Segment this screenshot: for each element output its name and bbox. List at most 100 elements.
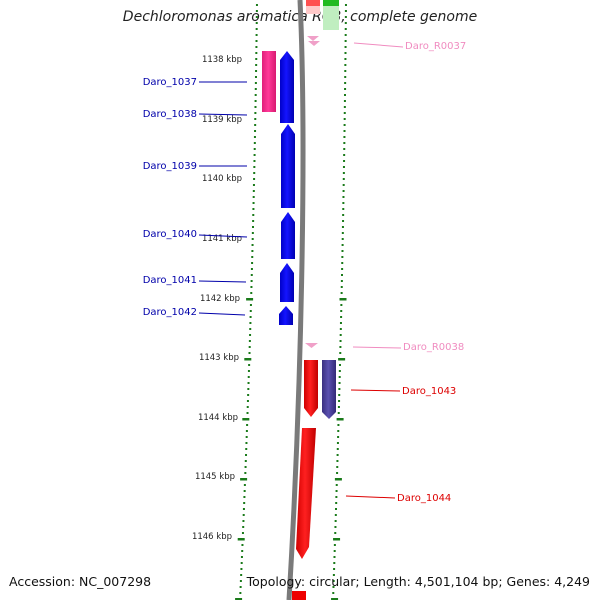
gene-label-daro-1038[interactable]: Daro_1038 xyxy=(143,109,197,120)
ruler-tick-label: 1142 kbp xyxy=(200,294,240,304)
ruler-minor-tick xyxy=(255,58,258,60)
ruler-minor-tick xyxy=(344,64,347,66)
ruler-minor-tick xyxy=(253,178,256,180)
gene-label-daro-1040[interactable]: Daro_1040 xyxy=(143,229,197,240)
ruler-minor-tick xyxy=(255,22,258,24)
ruler-minor-tick xyxy=(337,436,340,438)
ruler-minor-tick xyxy=(255,64,258,66)
ruler-minor-tick xyxy=(247,376,250,378)
ruler-minor-tick xyxy=(251,244,254,246)
ruler-minor-tick xyxy=(337,424,340,426)
ruler-minor-tick xyxy=(254,88,257,90)
ruler-minor-tick xyxy=(254,82,257,84)
ruler-minor-tick xyxy=(239,592,242,594)
ruler-minor-tick xyxy=(336,472,339,474)
ruler-minor-tick xyxy=(247,382,250,384)
gene-label-daro-1044[interactable]: Daro_1044 xyxy=(397,493,451,504)
ruler-minor-tick xyxy=(341,268,344,270)
ruler-tick-label: 1145 kbp xyxy=(195,472,235,482)
ruler-minor-tick xyxy=(336,442,339,444)
ruler-minor-tick xyxy=(253,142,256,144)
ruler-major-tick xyxy=(242,418,250,421)
ruler-minor-tick xyxy=(338,370,341,372)
ruler-minor-tick xyxy=(336,460,339,462)
ruler-major-tick xyxy=(338,358,346,361)
ruler-minor-tick xyxy=(341,262,344,264)
ruler-minor-tick xyxy=(253,172,256,174)
top-fragment-green-solid xyxy=(323,0,339,6)
gene-daro-1037-arrow[interactable] xyxy=(262,51,276,112)
rna-daro-r0037-marker[interactable] xyxy=(308,41,320,46)
ruler-minor-tick xyxy=(335,484,338,486)
ruler-minor-tick xyxy=(250,274,253,276)
gene-label-daro-1043[interactable]: Daro_1043 xyxy=(402,386,456,397)
ruler-minor-tick xyxy=(338,364,341,366)
ruler-minor-tick xyxy=(245,448,248,450)
ruler-minor-tick xyxy=(339,322,342,324)
ruler-minor-tick xyxy=(255,4,258,6)
ruler-minor-tick xyxy=(344,22,347,24)
ruler-minor-tick xyxy=(343,130,346,132)
ruler-minor-tick xyxy=(254,124,257,126)
ruler-minor-tick xyxy=(344,10,347,12)
ruler-minor-tick xyxy=(252,184,255,186)
ruler-major-tick xyxy=(331,598,339,600)
ruler-minor-tick xyxy=(254,118,257,120)
ruler-minor-tick xyxy=(341,250,344,252)
ruler-minor-tick xyxy=(255,16,258,18)
ruler-minor-tick xyxy=(246,406,249,408)
ruler-minor-tick xyxy=(336,466,339,468)
ruler-minor-tick xyxy=(252,196,255,198)
ruler-minor-tick xyxy=(332,580,335,582)
ruler-minor-tick xyxy=(343,94,346,96)
ruler-minor-tick xyxy=(340,310,343,312)
gene-daro-1039-arrow[interactable] xyxy=(281,124,295,208)
ruler-minor-tick xyxy=(249,322,252,324)
ruler-minor-tick xyxy=(245,430,248,432)
ruler-major-tick xyxy=(244,358,252,361)
ruler-minor-tick xyxy=(251,232,254,234)
ruler-minor-tick xyxy=(341,226,344,228)
gene-daro-1038-arrow[interactable] xyxy=(280,51,294,123)
ruler-minor-tick xyxy=(342,208,345,210)
ruler-minor-tick xyxy=(340,292,343,294)
gene-daro-1043-purple-arrow[interactable] xyxy=(322,360,336,419)
rna-label-daro-r0038[interactable]: Daro_R0038 xyxy=(403,342,464,353)
ruler-minor-tick xyxy=(341,244,344,246)
accession-text: Accession: NC_007298 xyxy=(9,574,152,589)
ruler-minor-tick xyxy=(240,574,243,576)
ruler-minor-tick xyxy=(344,46,347,48)
ruler-minor-tick xyxy=(343,160,346,162)
ruler-minor-tick xyxy=(240,568,243,570)
ruler-minor-tick xyxy=(343,136,346,138)
ruler-minor-tick xyxy=(255,10,258,12)
gene-daro-1044-arrow[interactable] xyxy=(296,428,316,559)
ruler-minor-tick xyxy=(343,106,346,108)
ruler-minor-tick xyxy=(255,34,258,36)
ruler-minor-tick xyxy=(341,238,344,240)
ruler-minor-tick xyxy=(250,292,253,294)
ruler-major-tick xyxy=(334,478,342,481)
gene-label-daro-1039[interactable]: Daro_1039 xyxy=(143,161,197,172)
gene-daro-1042-arrow[interactable] xyxy=(279,306,293,325)
ruler-tick-label: 1143 kbp xyxy=(199,353,239,363)
ruler-minor-tick xyxy=(255,40,258,42)
gene-daro-1040-arrow[interactable] xyxy=(281,212,295,259)
ruler-minor-tick xyxy=(251,226,254,228)
gene-daro-1043-arrow[interactable] xyxy=(304,360,318,417)
gene-label-daro-1041[interactable]: Daro_1041 xyxy=(143,275,197,286)
gene-label-daro-1042[interactable]: Daro_1042 xyxy=(143,307,197,318)
ruler-major-tick xyxy=(246,298,254,301)
ruler-minor-tick xyxy=(251,250,254,252)
ruler-minor-tick xyxy=(344,76,347,78)
rna-daro-r0037-marker[interactable] xyxy=(307,36,319,41)
gene-label-daro-1037[interactable]: Daro_1037 xyxy=(143,77,197,88)
ruler-minor-tick xyxy=(245,454,248,456)
ruler-minor-tick xyxy=(333,556,336,558)
gene-daro-1041-arrow[interactable] xyxy=(280,263,294,302)
rna-label-daro-r0037[interactable]: Daro_R0037 xyxy=(405,41,466,52)
rna-daro-r0038-marker[interactable] xyxy=(305,343,318,348)
ruler-tick-label: 1140 kbp xyxy=(202,174,242,184)
ruler-minor-tick xyxy=(252,190,255,192)
